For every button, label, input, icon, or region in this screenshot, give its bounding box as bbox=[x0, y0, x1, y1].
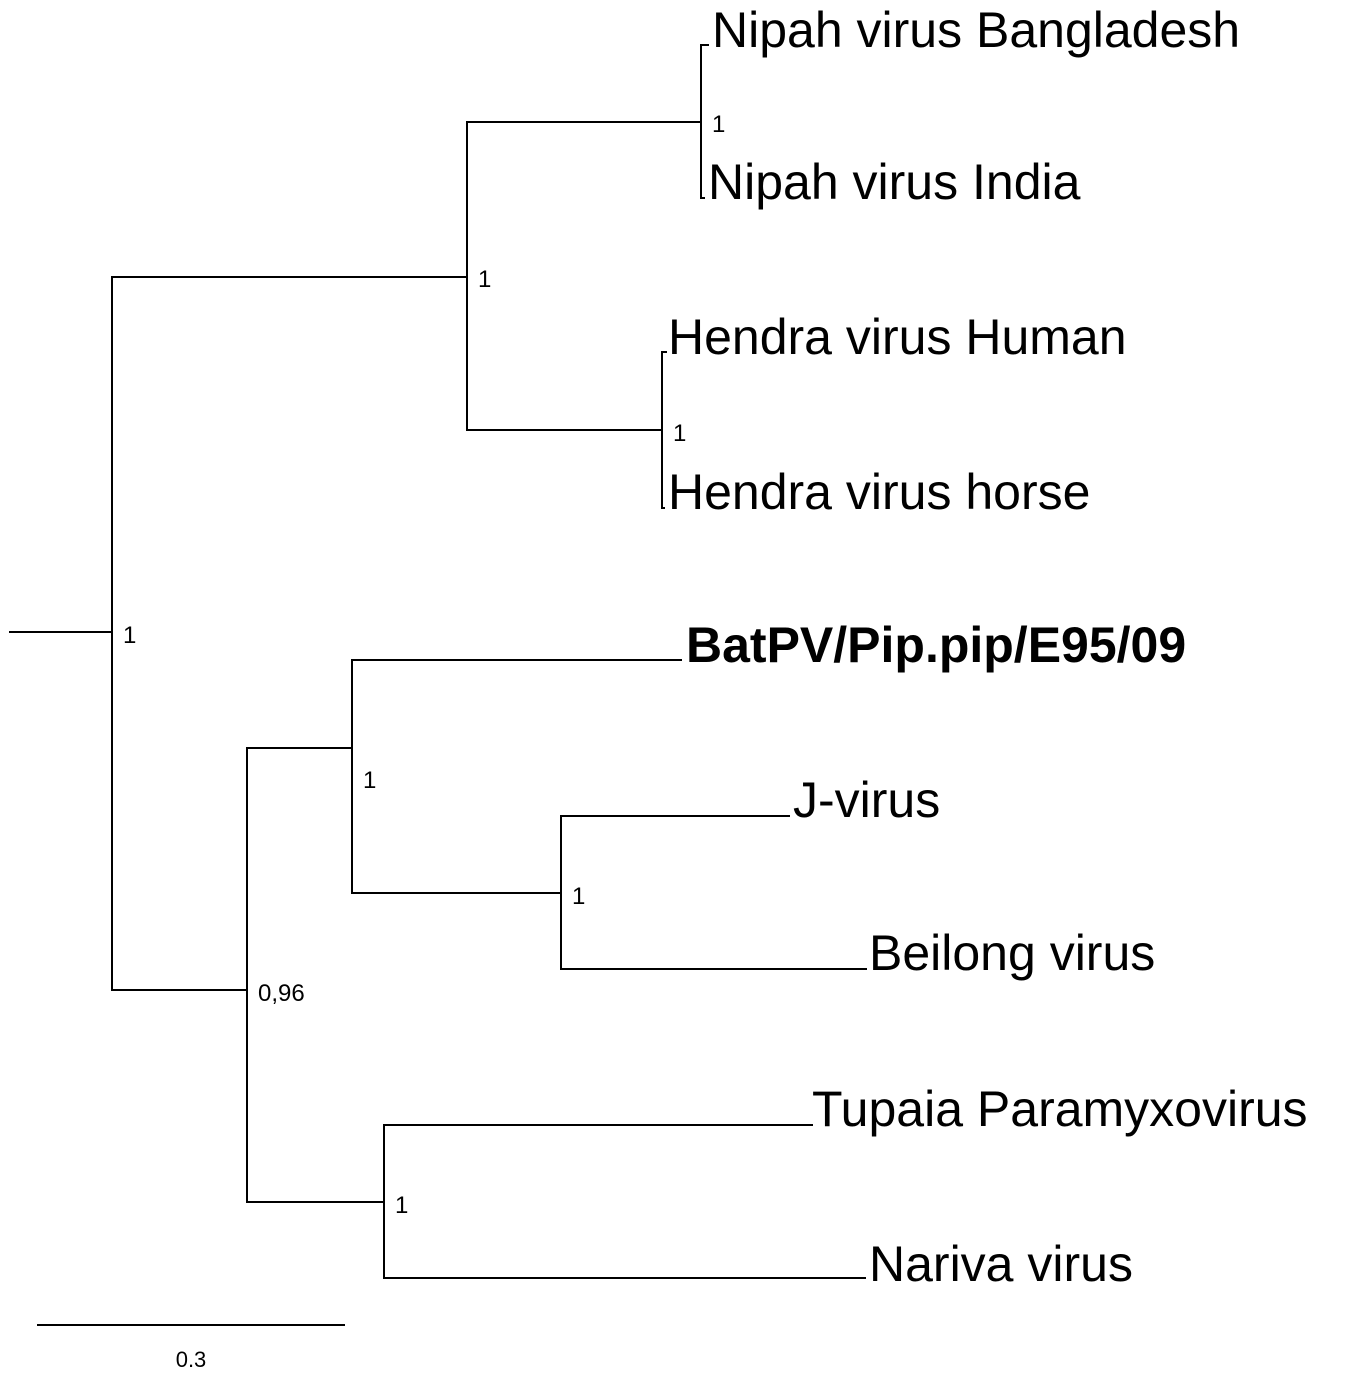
support-batpv-jbeilong: 1 bbox=[363, 767, 376, 794]
support-nipah: 1 bbox=[712, 111, 725, 138]
support-j-beilong: 1 bbox=[572, 883, 585, 910]
support-henipavirus: 1 bbox=[478, 266, 491, 293]
scale-bar-label: 0.3 bbox=[176, 1347, 207, 1372]
support-rodent-bat-clade: 0,96 bbox=[258, 980, 305, 1007]
taxon-hendra-human: Hendra virus Human bbox=[668, 309, 1127, 365]
taxon-tupaia: Tupaia Paramyxovirus bbox=[812, 1081, 1308, 1137]
taxon-nipah-india: Nipah virus India bbox=[708, 154, 1081, 210]
taxon-hendra-horse: Hendra virus horse bbox=[668, 464, 1090, 520]
support-root: 1 bbox=[123, 622, 136, 649]
taxon-batpv: BatPV/Pip.pip/E95/09 bbox=[686, 617, 1186, 673]
support-tupaia-nariva: 1 bbox=[395, 1192, 408, 1219]
taxon-beilong: Beilong virus bbox=[869, 925, 1155, 981]
taxon-nariva: Nariva virus bbox=[869, 1236, 1133, 1292]
taxon-nipah-bangladesh: Nipah virus Bangladesh bbox=[712, 2, 1240, 58]
support-hendra: 1 bbox=[673, 420, 686, 447]
taxon-j-virus: J-virus bbox=[793, 772, 940, 828]
